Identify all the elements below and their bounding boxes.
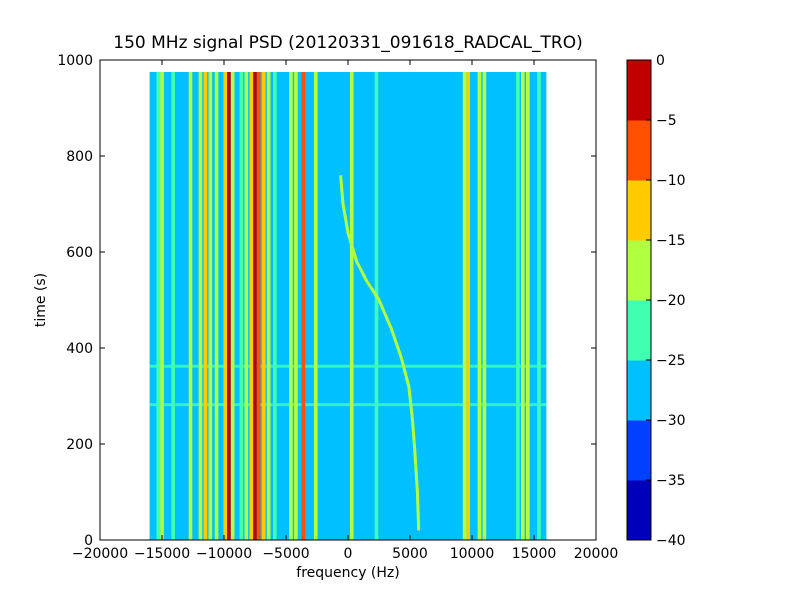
x-axis-label: frequency (Hz) (296, 565, 399, 581)
colorbar-tick-label-7: −5 (656, 113, 677, 129)
vertical-line-24 (374, 72, 379, 540)
vertical-line-10 (230, 72, 235, 540)
vertical-line-9 (227, 72, 231, 540)
vertical-line-15 (256, 72, 261, 540)
vertical-line-3 (188, 72, 193, 540)
vertical-line-19 (289, 72, 293, 540)
x-tick-label-5: 5000 (392, 546, 428, 562)
vertical-line-28 (482, 72, 487, 540)
colorbar-segment-2 (627, 360, 651, 421)
x-tick-label-4: 0 (344, 546, 353, 562)
colorbar-segment-3 (627, 300, 651, 361)
y-tick-label-4: 800 (66, 149, 93, 165)
vertical-line-30 (521, 72, 525, 540)
x-tick-label-3: −5000 (262, 546, 309, 562)
vertical-line-18 (273, 72, 277, 540)
colorbar-segment-5 (627, 180, 651, 241)
doppler-trace (339, 175, 421, 531)
x-tick-label-8: 20000 (574, 546, 619, 562)
x-axis: −20000 −15000 −10000 −5000 0 5000 10000 15000 20… (72, 60, 618, 562)
horizontal-band-0 (149, 403, 547, 407)
vertical-line-25 (462, 72, 467, 540)
y-tick-label-3: 600 (66, 245, 93, 261)
x-tick-label-0: −20000 (72, 546, 128, 562)
x-tick-label-6: 10000 (450, 546, 495, 562)
vertical-line-22 (313, 72, 318, 540)
vertical-line-11 (239, 72, 244, 540)
vertical-line-26 (466, 72, 471, 540)
y-axis: 0 200 400 600 800 1000 (57, 53, 596, 549)
x-tick-label-2: −10000 (196, 546, 252, 562)
colorbar-tick-label-2: −30 (656, 413, 686, 429)
colorbar-tick-label-6: −10 (656, 173, 686, 189)
y-tick-label-2: 400 (66, 341, 93, 357)
vertical-line-5 (203, 72, 208, 540)
vertical-line-29 (516, 72, 520, 540)
vertical-line-14 (253, 72, 257, 540)
colorbar-segment-1 (627, 420, 651, 481)
vertical-line-17 (266, 72, 271, 540)
x-tick-label-7: 15000 (512, 546, 557, 562)
y-axis-label: time (s) (33, 273, 49, 327)
colorbar-segment-0 (627, 480, 651, 541)
vertical-line-16 (261, 72, 266, 540)
vertical-line-7 (214, 72, 219, 540)
colorbar-segment-6 (627, 120, 651, 181)
vertical-line-0 (156, 72, 161, 540)
vertical-line-12 (244, 72, 249, 540)
y-tick-label-5: 1000 (57, 53, 93, 69)
colorbar-segment-7 (627, 60, 651, 121)
colorbar-tick-label-5: −15 (656, 233, 686, 249)
colorbar-segment-4 (627, 240, 651, 301)
vertical-line-23 (349, 72, 354, 540)
vertical-line-27 (477, 72, 482, 540)
x-tick-label-1: −15000 (134, 546, 190, 562)
colorbar-tick-label-4: −20 (656, 293, 686, 309)
colorbar: −40 −35 −30 −25 −20 −15 −10 −5 0 (626, 53, 686, 549)
vertical-line-32 (537, 72, 541, 540)
vertical-line-31 (526, 72, 530, 540)
vertical-line-2 (171, 72, 175, 540)
vertical-line-6 (208, 72, 213, 540)
vertical-line-20 (294, 72, 298, 540)
heatmap-layer (149, 72, 547, 540)
y-tick-label-1: 200 (66, 437, 93, 453)
vertical-line-1 (160, 72, 164, 540)
chart-title: 150 MHz signal PSD (20120331_091618_RADC… (113, 33, 582, 53)
vertical-line-8 (223, 72, 228, 540)
vertical-line-13 (249, 72, 254, 540)
vertical-line-21 (301, 72, 306, 540)
colorbar-tick-label-3: −25 (656, 353, 686, 369)
colorbar-tick-label-0: −40 (656, 533, 686, 549)
vertical-line-4 (198, 72, 203, 540)
colorbar-tick-label-8: 0 (656, 53, 665, 69)
y-tick-label-0: 0 (84, 533, 93, 549)
colorbar-tick-label-1: −35 (656, 473, 686, 489)
horizontal-band-1 (149, 364, 547, 368)
